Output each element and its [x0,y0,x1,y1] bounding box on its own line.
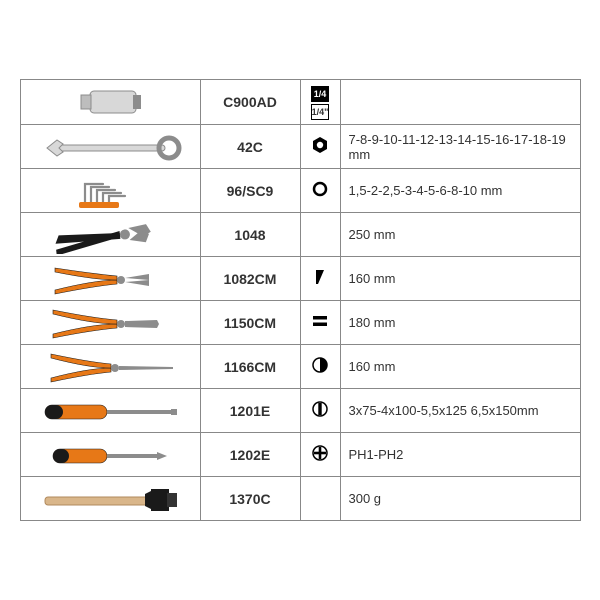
spec-icon [300,169,340,213]
table-row: 1201E 3x75-4x100-5,5x125 6,5x150mm [20,389,580,433]
tool-code: 1082CM [200,257,300,301]
spec-icon [300,125,340,169]
table-row: 96/SC9 1,5-2-2,5-3-4-5-6-8-10 mm [20,169,580,213]
tool-spec: 3x75-4x100-5,5x125 6,5x150mm [340,389,580,433]
tool-code: 1370C [200,477,300,521]
table-row: 1150CM 180 mm [20,301,580,345]
tool-image-cell [20,433,200,477]
spec-icon [300,389,340,433]
tool-code: 1048 [200,213,300,257]
spec-icon: 1/4 1/4" [300,80,340,125]
tool-spec: PH1-PH2 [340,433,580,477]
tool-code: 1166CM [200,345,300,389]
tool-spec: 180 mm [340,301,580,345]
tool-code: C900AD [200,80,300,125]
tool-spec: 160 mm [340,257,580,301]
tool-image-cell [20,389,200,433]
tool-spec: 7-8-9-10-11-12-13-14-15-16-17-18-19 mm [340,125,580,169]
tool-code: 42C [200,125,300,169]
table-row: C900AD 1/4 1/4" [20,80,580,125]
tool-spec: 250 mm [340,213,580,257]
tool-image-cell [20,213,200,257]
spec-icon [300,345,340,389]
tool-code: 96/SC9 [200,169,300,213]
spec-icon [300,433,340,477]
tool-spec: 300 g [340,477,580,521]
tool-code: 1202E [200,433,300,477]
tool-code: 1150CM [200,301,300,345]
tool-spec-table: C900AD 1/4 1/4" 42C 7-8-9-10-11-12-13-14… [20,79,581,521]
spec-icon [300,213,340,257]
tool-image-cell [20,80,200,125]
table-row: 1370C 300 g [20,477,580,521]
table-row: 1202E PH1-PH2 [20,433,580,477]
spec-icon [300,257,340,301]
table-row: 1048 250 mm [20,213,580,257]
tool-image-cell [20,257,200,301]
tool-image-cell [20,345,200,389]
tool-image-cell [20,477,200,521]
tool-image-cell [20,169,200,213]
tool-spec: 1,5-2-2,5-3-4-5-6-8-10 mm [340,169,580,213]
tool-spec: 160 mm [340,345,580,389]
table-row: 1082CM 160 mm [20,257,580,301]
tool-image-cell [20,301,200,345]
tool-code: 1201E [200,389,300,433]
spec-icon [300,477,340,521]
spec-icon [300,301,340,345]
table-row: 1166CM 160 mm [20,345,580,389]
tool-image-cell [20,125,200,169]
tool-spec [340,80,580,125]
table-row: 42C 7-8-9-10-11-12-13-14-15-16-17-18-19 … [20,125,580,169]
